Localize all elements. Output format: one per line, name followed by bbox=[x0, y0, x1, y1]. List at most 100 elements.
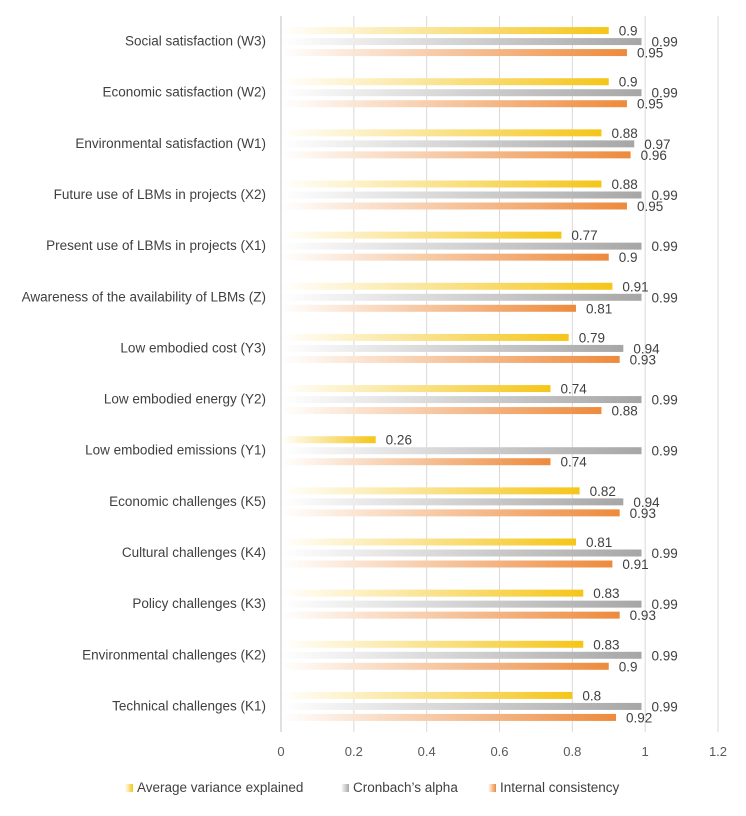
legend-label: Average variance explained bbox=[137, 780, 303, 795]
data-label: 0.83 bbox=[593, 637, 619, 652]
category-label: Social satisfaction (W3) bbox=[125, 34, 266, 49]
data-label: 0.81 bbox=[586, 301, 612, 316]
data-label: 0.99 bbox=[652, 393, 678, 408]
data-label: 0.77 bbox=[571, 228, 597, 243]
bar bbox=[281, 538, 576, 546]
data-label: 0.99 bbox=[652, 35, 678, 50]
category-label: Economic challenges (K5) bbox=[109, 494, 266, 509]
gridlines bbox=[353, 16, 719, 732]
data-label: 0.92 bbox=[626, 710, 652, 725]
data-label: 0.95 bbox=[637, 46, 663, 61]
x-tick-label: 1.2 bbox=[709, 744, 727, 759]
data-label: 0.93 bbox=[630, 608, 656, 623]
bar bbox=[281, 78, 609, 86]
bar bbox=[281, 640, 584, 648]
data-label: 0.88 bbox=[611, 404, 637, 419]
bar bbox=[281, 151, 631, 159]
data-label: 0.99 bbox=[652, 648, 678, 663]
bar bbox=[281, 713, 617, 721]
legend-item: Average variance explained bbox=[125, 780, 303, 795]
category-label: Low embodied emissions (Y1) bbox=[85, 443, 266, 458]
bar bbox=[281, 231, 562, 239]
data-label: 0.94 bbox=[633, 341, 660, 356]
data-label: 0.99 bbox=[652, 239, 678, 254]
data-label: 0.9 bbox=[619, 250, 638, 265]
data-label: 0.79 bbox=[579, 330, 605, 345]
legend-label: Cronbach’s alpha bbox=[353, 780, 458, 795]
data-label: 0.74 bbox=[560, 455, 587, 470]
legend-swatch bbox=[488, 784, 496, 792]
bar bbox=[281, 396, 642, 404]
bar bbox=[281, 100, 627, 108]
bar bbox=[281, 691, 573, 699]
data-label: 0.26 bbox=[386, 433, 412, 448]
x-tick-label: 0.8 bbox=[563, 744, 581, 759]
bar bbox=[281, 253, 609, 261]
bars bbox=[281, 27, 642, 721]
bar bbox=[281, 293, 642, 301]
x-tick-label: 1 bbox=[642, 744, 649, 759]
data-label: 0.95 bbox=[637, 199, 663, 214]
x-tick-label: 0.6 bbox=[490, 744, 508, 759]
x-tick-label: 0.2 bbox=[345, 744, 363, 759]
bar bbox=[281, 651, 642, 659]
x-tick-label: 0 bbox=[277, 744, 284, 759]
data-label: 0.96 bbox=[641, 148, 667, 163]
data-label: 0.99 bbox=[652, 597, 678, 612]
category-label: Economic satisfaction (W2) bbox=[102, 85, 266, 100]
data-label: 0.97 bbox=[644, 137, 670, 152]
category-label: Awareness of the availability of LBMs (Z… bbox=[22, 289, 266, 304]
data-label: 0.8 bbox=[582, 688, 601, 703]
data-label: 0.93 bbox=[630, 352, 656, 367]
bar bbox=[281, 662, 609, 670]
bar bbox=[281, 344, 624, 352]
legend-item: Internal consistency bbox=[488, 780, 620, 795]
bar bbox=[281, 282, 613, 290]
data-label: 0.83 bbox=[593, 586, 619, 601]
bar bbox=[281, 385, 551, 393]
category-label: Environmental challenges (K2) bbox=[82, 647, 266, 662]
bar bbox=[281, 611, 620, 619]
category-label: Low embodied energy (Y2) bbox=[104, 392, 266, 407]
data-label: 0.74 bbox=[560, 382, 587, 397]
bar bbox=[281, 355, 620, 363]
legend-swatch bbox=[341, 784, 349, 792]
bar bbox=[281, 509, 620, 517]
bar bbox=[281, 447, 642, 455]
data-label: 0.99 bbox=[652, 188, 678, 203]
data-label: 0.99 bbox=[652, 444, 678, 459]
data-label: 0.88 bbox=[611, 177, 637, 192]
bar bbox=[281, 129, 602, 137]
legend-label: Internal consistency bbox=[500, 780, 620, 795]
bar bbox=[281, 191, 642, 199]
data-label: 0.99 bbox=[652, 699, 678, 714]
bar bbox=[281, 202, 627, 210]
bar bbox=[281, 49, 627, 57]
data-label: 0.9 bbox=[619, 659, 638, 674]
data-label: 0.93 bbox=[630, 506, 656, 521]
data-label: 0.88 bbox=[611, 126, 637, 141]
bar bbox=[281, 333, 569, 341]
data-label: 0.9 bbox=[619, 75, 638, 90]
bar bbox=[281, 589, 584, 597]
bar bbox=[281, 560, 613, 568]
bar bbox=[281, 549, 642, 557]
data-label: 0.95 bbox=[637, 97, 663, 112]
data-label: 0.99 bbox=[652, 86, 678, 101]
bar bbox=[281, 498, 624, 506]
bar bbox=[281, 407, 602, 415]
category-label: Technical challenges (K1) bbox=[112, 698, 266, 713]
data-label: 0.91 bbox=[622, 557, 648, 572]
category-label: Future use of LBMs in projects (X2) bbox=[54, 187, 266, 202]
data-label: 0.99 bbox=[652, 546, 678, 561]
x-tick-label: 0.4 bbox=[418, 744, 436, 759]
category-label: Low embodied cost (Y3) bbox=[120, 340, 266, 355]
bar bbox=[281, 89, 642, 97]
bar bbox=[281, 38, 642, 46]
bar bbox=[281, 27, 609, 35]
legend: Average variance explained Cronbach’s alp… bbox=[125, 780, 620, 795]
data-label: 0.81 bbox=[586, 535, 612, 550]
